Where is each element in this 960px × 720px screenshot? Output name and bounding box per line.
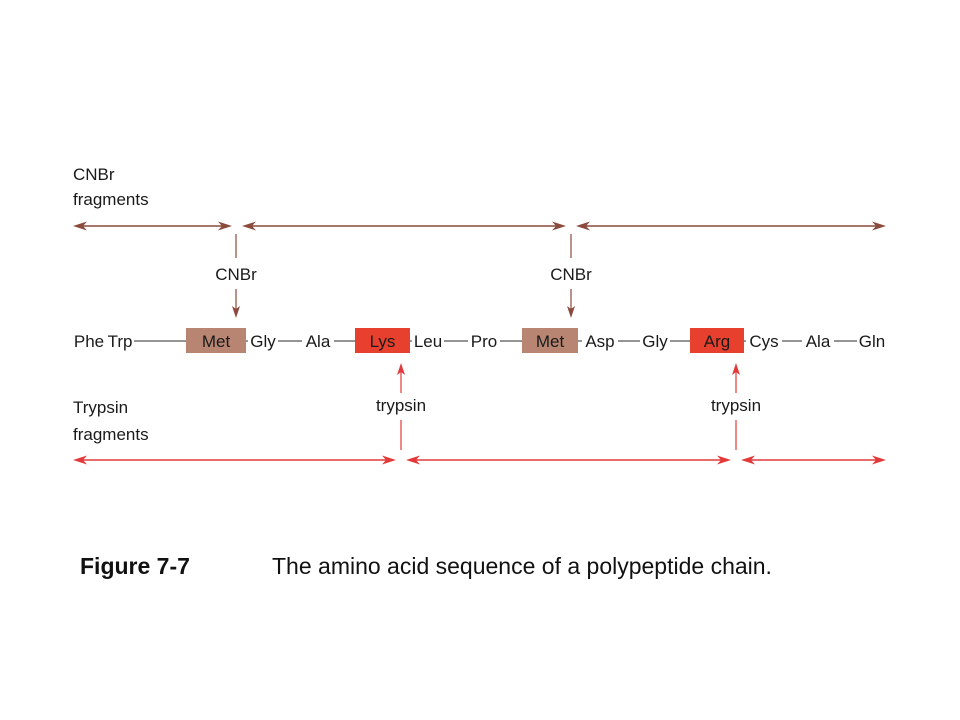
residue-label: Met [202,332,231,351]
fragment-arrow [73,221,232,231]
cnbr-fragment-arrows [73,221,886,231]
cnbr-heading-line-2: fragments [73,190,149,209]
residue-label: Ala [806,332,831,351]
residue-highlight-cnbr [522,328,578,353]
residue-highlight-trypsin [355,328,410,353]
amino-acid-sequence: Phe Trp Met Gly Ala Lys Leu Pro Met Asp Gly Arg Cys A… [74,328,885,353]
residue-label: Cys [749,332,778,351]
figure-caption: Figure 7-7 The amino acid sequence of a … [80,553,772,579]
residue-label: Asp [585,332,614,351]
trypsin-site-label: trypsin [711,396,761,415]
fragment-arrow [741,455,886,465]
trypsin-fragments-heading: Trypsin fragments [73,398,149,444]
residue-label: Met [536,332,565,351]
residue-label: Gly [250,332,276,351]
cnbr-fragments-heading: CNBr fragments [73,165,149,209]
trypsin-site-label: trypsin [376,396,426,415]
residue-label: Arg [704,332,730,351]
cnbr-site-label: CNBr [215,265,257,284]
cnbr-site-label: CNBr [550,265,592,284]
residue-label: Ala [306,332,331,351]
fragment-arrow [73,455,396,465]
trypsin-fragment-arrows [73,455,886,465]
trypsin-heading-line-1: Trypsin [73,398,128,417]
trypsin-cleavage-sites: trypsin trypsin [376,363,761,450]
cnbr-cleavage-sites: CNBr CNBr [215,234,592,318]
trypsin-cleavage-site: trypsin [711,363,761,450]
trypsin-heading-line-2: fragments [73,425,149,444]
residue-label: Leu [414,332,442,351]
residue-label: Gln [859,332,885,351]
trypsin-cleavage-site: trypsin [376,363,426,450]
residue-label: Lys [370,332,396,351]
residue-label: Pro [471,332,497,351]
caption-text: The amino acid sequence of a polypeptide… [272,553,772,579]
residue-highlight-cnbr [186,328,246,353]
fragment-arrow [242,221,566,231]
cnbr-cleavage-site: CNBr [215,234,257,318]
caption-label: Figure 7-7 [80,553,190,579]
fragment-arrow [576,221,886,231]
residue-highlight-trypsin [690,328,744,353]
residue-label: Phe [74,332,104,351]
cnbr-heading-line-1: CNBr [73,165,115,184]
residue-label: Trp [108,332,133,351]
residue-label: Gly [642,332,668,351]
cnbr-cleavage-site: CNBr [550,234,592,318]
fragment-arrow [406,455,731,465]
